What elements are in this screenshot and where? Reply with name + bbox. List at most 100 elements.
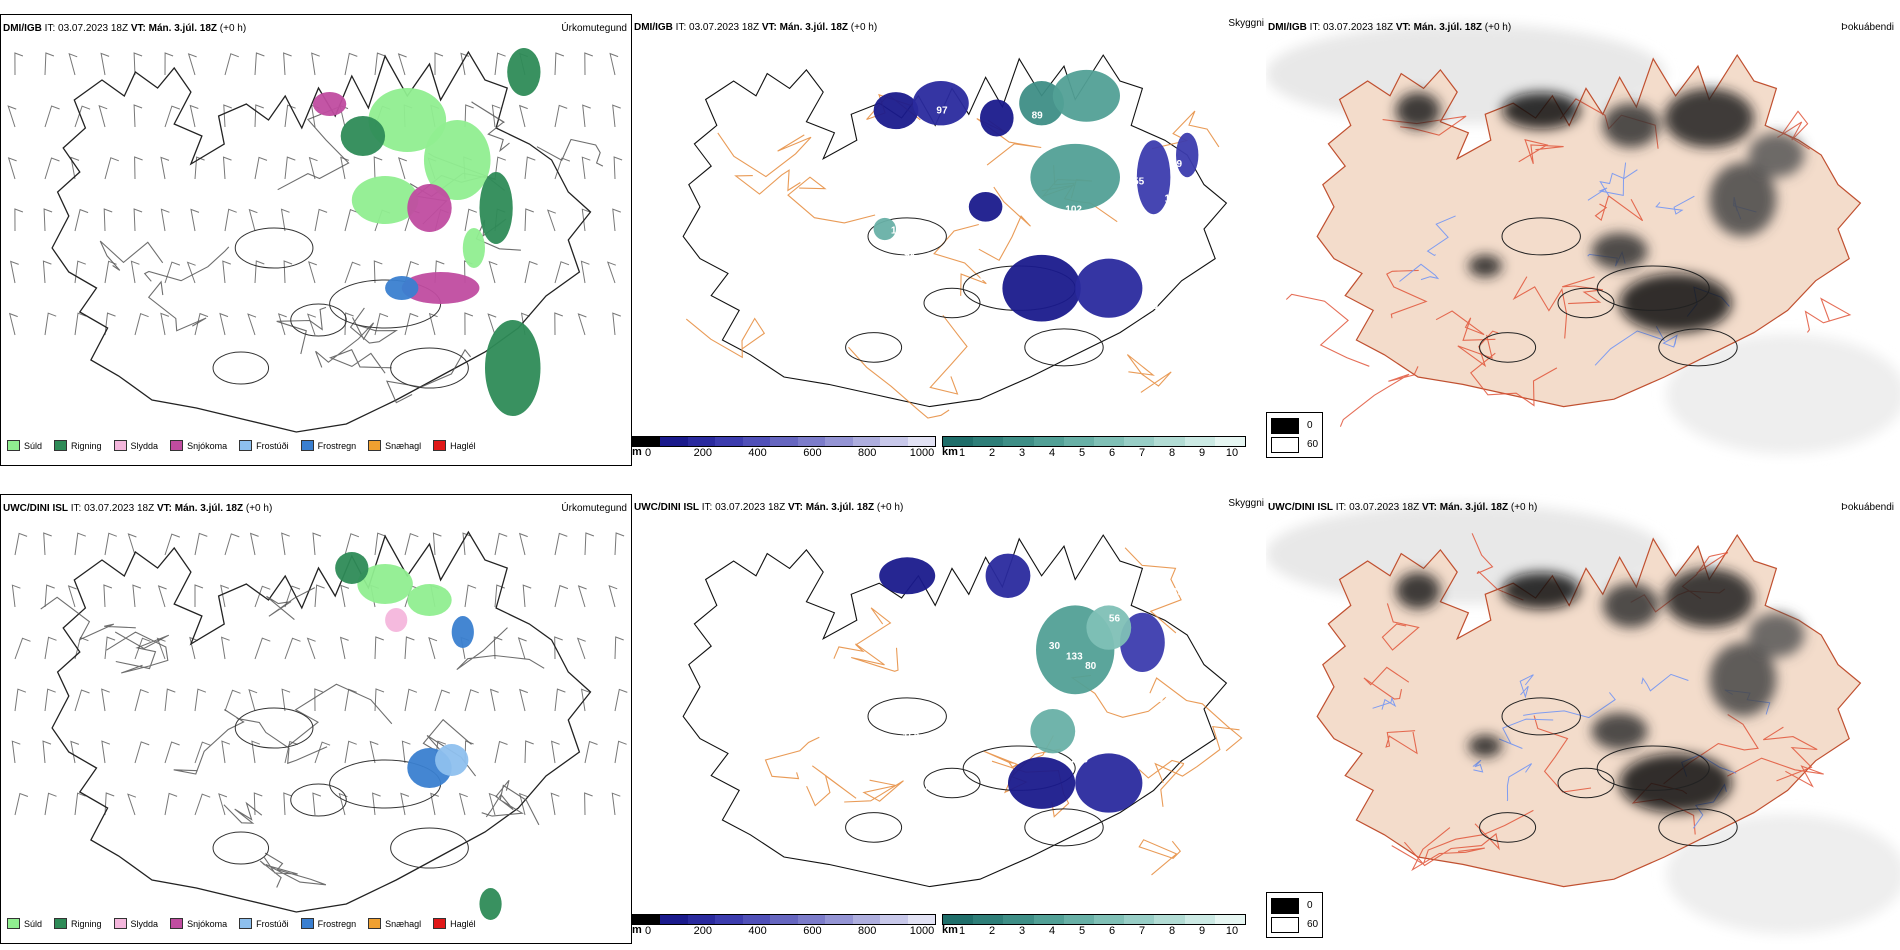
cloud-base-label: 89 [1032,110,1044,121]
wind-barb [127,793,137,816]
wind-barb [432,532,442,556]
wind-barb [218,793,228,816]
glacier-outline [845,812,903,843]
glacier-outline [1479,812,1537,843]
wind-barb [283,260,293,284]
fog-legend-swatch [1271,436,1299,453]
wind-barb [494,532,508,556]
wind-barb [220,584,229,608]
cloud-base-label: 133 [1066,652,1083,663]
visibility-colorbar: 1 2 3 4 5 6 7 8 9 10 km [942,436,1246,461]
precip-area [385,276,419,300]
legend-label: Súld [24,440,43,451]
fog-index-field [1395,568,1805,813]
colorbar-tick: 800 [858,447,877,459]
colorbar-tick: 9 [1198,925,1206,937]
wind-barb [344,261,361,284]
cloud-base-label: 103 [1152,694,1169,705]
cloud-base-label: 84 [892,156,904,167]
wind-barb [44,792,57,816]
wind-barb [428,636,438,660]
glacier-outline [1557,767,1615,799]
wind-barb [398,157,407,180]
visibility-area [879,557,936,595]
cloud-base-label: 200 [1071,754,1088,765]
legend-swatch [113,440,127,451]
colorbar-tick: 400 [748,447,767,459]
wind-barb [344,740,357,764]
fog-legend-label: 0 [1307,900,1313,911]
glacier-outline [290,783,347,817]
precip-area [351,176,419,224]
wind-barb [581,208,591,232]
wind-barb [524,208,534,232]
legend-item: Snæhagl [368,918,421,929]
wind-barb [14,637,31,660]
wind-barb [194,793,211,816]
colorbar-unit: m [632,924,642,936]
precip-area [423,120,491,200]
colorbar-tick: 0 [644,447,652,459]
wind-barb [577,585,587,608]
wind-barb [44,105,60,128]
wind-barb [14,52,24,76]
wind-barb [554,312,563,336]
legend-label: Frostregn [317,918,357,929]
road-network [40,587,545,888]
legend-item: Snæhagl [368,440,421,451]
wind-barb [550,740,560,764]
glacier-outline [290,303,347,337]
wind-barb [464,584,477,608]
wind-barb [340,584,350,608]
wind-barb [130,260,140,284]
cloud-base-label: 62 [929,755,941,766]
wind-barb [74,689,90,712]
wind-barb [8,312,18,336]
wind-barb [434,689,450,712]
wind-barb [157,585,167,608]
wind-barb [133,104,143,128]
wind-barb [554,584,569,608]
colorbar-tick: 2 [988,925,996,937]
wind-barb [314,688,323,712]
wind-barb [306,313,316,336]
cloud-base-label: 210 [1140,732,1157,743]
fog-legend-swatch [1271,897,1299,914]
colorbar-tick: 4 [1048,925,1056,937]
legend-swatch [368,440,382,451]
precip-area [407,184,452,232]
legend-label: Snæhagl [385,440,422,451]
legend-item: Súld [7,440,42,451]
cloud-base-label: 153 [903,732,920,743]
legend-swatch [7,918,20,929]
precip-area [335,552,369,584]
cloud-base-label: 55 [1133,176,1145,187]
cloud-base-label: 84 [904,248,916,259]
colorbar-strip [942,914,1246,925]
fog-legend-label: 60 [1307,439,1319,450]
fog-title: Þokuábendi [1841,22,1894,33]
wind-barb [103,584,113,608]
panel-header: DMI/IGB IT: 03.07.2023 18Z VT: Mán. 3.jú… [1268,22,1512,33]
cloud-base-label: 99 [1147,301,1159,312]
glacier-outline [867,697,947,736]
wind-barb [374,532,386,556]
wind-barb [554,261,570,284]
wind-barb [404,312,419,336]
wind-barb [458,792,468,816]
precip-legend: Súld Rigning Slydda Snjókoma Frostúði Frostre… [7,440,476,451]
wind-barb [344,209,359,232]
cloud-base-label: 129 [921,279,938,290]
wind-barb [284,156,296,180]
visibility-area [1075,753,1143,813]
wind-barb [189,636,199,660]
precip-map-bottom [11,530,628,920]
wind-barb [14,532,28,556]
legend-label: Frostúði [256,440,289,451]
wind-barb [247,313,257,336]
wind-barb [42,740,52,764]
fog-index-field [1395,88,1805,333]
cloud-base-label: 139 [978,272,995,283]
visibility-area [1086,605,1132,650]
precip-title: Úrkomutegund [561,23,627,34]
